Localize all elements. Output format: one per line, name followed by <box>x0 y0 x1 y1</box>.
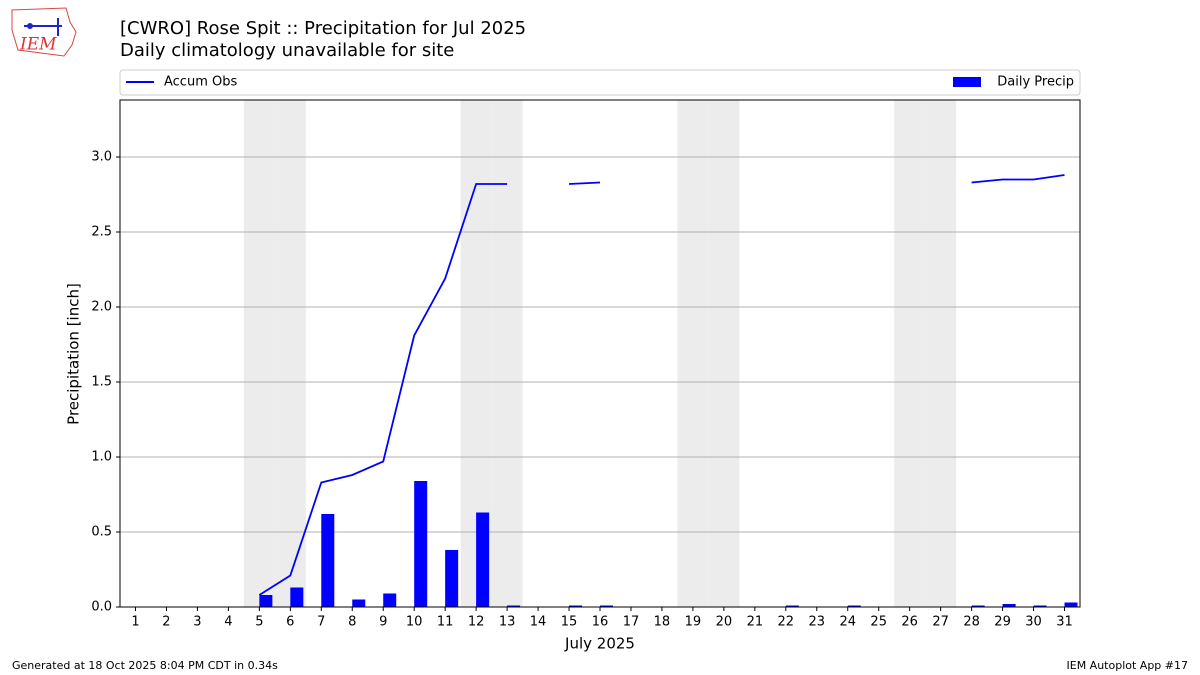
x-tick-label: 3 <box>193 615 201 630</box>
weekend-shade <box>677 100 709 607</box>
bar <box>1002 604 1016 607</box>
logo: IEM <box>11 7 77 57</box>
x-tick-label: 13 <box>499 615 516 630</box>
legend-label: Accum Obs <box>164 75 237 90</box>
bar <box>445 550 459 607</box>
legend-swatch <box>953 77 981 87</box>
footer-right: IEM Autoplot App #17 <box>1067 659 1189 672</box>
bar <box>259 595 273 607</box>
x-tick-label: 6 <box>286 615 294 630</box>
bar <box>383 593 397 607</box>
bar <box>414 481 428 607</box>
x-tick-label: 4 <box>224 615 232 630</box>
logo-text: IEM <box>19 35 57 55</box>
x-tick-label: 29 <box>994 615 1011 630</box>
x-tick-label: 24 <box>839 615 856 630</box>
y-axis-label: Precipitation [inch] <box>65 283 83 425</box>
y-tick-label: 1.0 <box>91 450 112 465</box>
chart-title: [CWRO] Rose Spit :: Precipitation for Ju… <box>120 18 526 39</box>
y-tick-label: 2.0 <box>91 300 112 315</box>
bar <box>476 512 490 607</box>
x-tick-label: 30 <box>1025 615 1042 630</box>
x-tick-label: 12 <box>468 615 485 630</box>
bar <box>569 605 583 607</box>
plot-frame <box>119 99 1081 608</box>
x-tick-label: 21 <box>747 615 764 630</box>
x-tick-label: 2 <box>162 615 170 630</box>
x-tick-label: 26 <box>901 615 918 630</box>
x-tick-label: 20 <box>716 615 733 630</box>
x-tick-label: 28 <box>963 615 980 630</box>
bar <box>600 605 614 607</box>
weekend-shade <box>894 100 926 607</box>
bar <box>507 605 521 607</box>
chart-subtitle: Daily climatology unavailable for site <box>120 40 454 61</box>
y-tick-label: 0.0 <box>91 600 112 615</box>
weekend-shade <box>925 100 957 607</box>
y-tick-label: 3.0 <box>91 150 112 165</box>
bar <box>1033 605 1047 607</box>
x-tick-label: 17 <box>623 615 640 630</box>
x-tick-label: 18 <box>654 615 671 630</box>
weekend-shade <box>243 100 275 607</box>
x-tick-label: 19 <box>685 615 702 630</box>
bar <box>352 599 366 607</box>
x-tick-label: 14 <box>530 615 547 630</box>
x-axis-label: July 2025 <box>564 635 635 653</box>
y-tick-label: 2.5 <box>91 225 112 240</box>
x-tick-label: 8 <box>348 615 356 630</box>
bar <box>321 514 335 607</box>
footer-left: Generated at 18 Oct 2025 8:04 PM CDT in … <box>12 659 278 672</box>
x-tick-label: 10 <box>406 615 423 630</box>
x-tick-label: 15 <box>561 615 578 630</box>
x-tick-label: 5 <box>255 615 263 630</box>
x-tick-label: 11 <box>437 615 454 630</box>
line <box>258 174 1065 596</box>
bar <box>290 587 304 607</box>
bar <box>1064 602 1078 607</box>
x-tick-label: 7 <box>317 615 325 630</box>
x-tick-label: 23 <box>809 615 826 630</box>
legend-box <box>119 69 1081 96</box>
legend-label: Daily Precip <box>997 75 1074 90</box>
x-tick-label: 25 <box>870 615 887 630</box>
weekend-shade <box>708 100 740 607</box>
weekend-shade <box>274 100 306 607</box>
y-tick-label: 0.5 <box>91 525 112 540</box>
x-tick-label: 16 <box>592 615 609 630</box>
x-tick-label: 1 <box>131 615 139 630</box>
weekend-shade <box>491 100 523 607</box>
y-tick-label: 1.5 <box>91 375 112 390</box>
bar <box>847 605 861 607</box>
x-tick-label: 31 <box>1056 615 1073 630</box>
x-tick-label: 9 <box>379 615 387 630</box>
bar <box>785 605 799 607</box>
x-tick-label: 22 <box>778 615 795 630</box>
x-tick-label: 27 <box>932 615 949 630</box>
bar <box>971 605 985 607</box>
